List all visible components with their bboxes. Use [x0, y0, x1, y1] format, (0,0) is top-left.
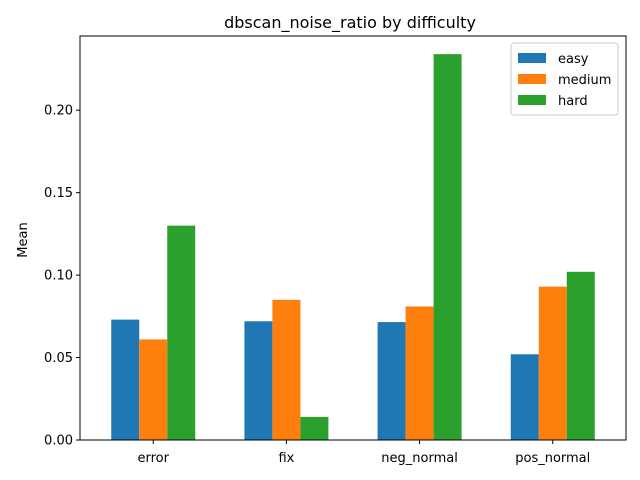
legend-swatch-easy [518, 53, 546, 63]
bar-easy-error [111, 319, 140, 440]
legend-swatch-hard [518, 95, 546, 105]
x-tick-label: pos_normal [515, 451, 590, 466]
x-tick-label: error [138, 451, 170, 466]
y-tick-label: 0.00 [44, 434, 73, 449]
bar-easy-fix [244, 321, 273, 440]
legend-label-medium: medium [558, 73, 611, 88]
y-tick-label: 0.10 [44, 269, 73, 284]
bar-easy-pos_normal [510, 354, 539, 440]
bar-hard-neg_normal [433, 54, 462, 441]
chart-title: dbscan_noise_ratio by difficulty [224, 13, 476, 33]
plot-frame [79, 35, 627, 441]
bar-hard-pos_normal [566, 271, 595, 440]
y-axis: 0.00 0.05 0.10 0.15 0.20 [44, 104, 80, 449]
y-tick-label: 0.20 [44, 104, 73, 119]
x-axis: error fix neg_normal pos_normal [138, 440, 590, 466]
y-tick-label: 0.05 [44, 351, 73, 366]
bar-medium-pos_normal [538, 286, 567, 440]
legend-label-easy: easy [558, 52, 589, 67]
bar-medium-neg_normal [405, 306, 434, 440]
x-tick-label: fix [278, 451, 294, 466]
legend-swatch-medium [518, 74, 546, 84]
bars-group [111, 54, 595, 441]
bar-hard-error [167, 225, 196, 440]
legend: easy medium hard [510, 42, 619, 116]
x-tick-label: neg_normal [381, 451, 458, 466]
bar-medium-fix [272, 299, 301, 440]
bar-easy-neg_normal [377, 322, 406, 440]
legend-label-hard: hard [558, 94, 588, 109]
bar-medium-error [139, 339, 168, 440]
y-axis-label: Mean [16, 222, 31, 257]
bar-hard-fix [300, 416, 329, 440]
y-tick-label: 0.15 [44, 186, 73, 201]
